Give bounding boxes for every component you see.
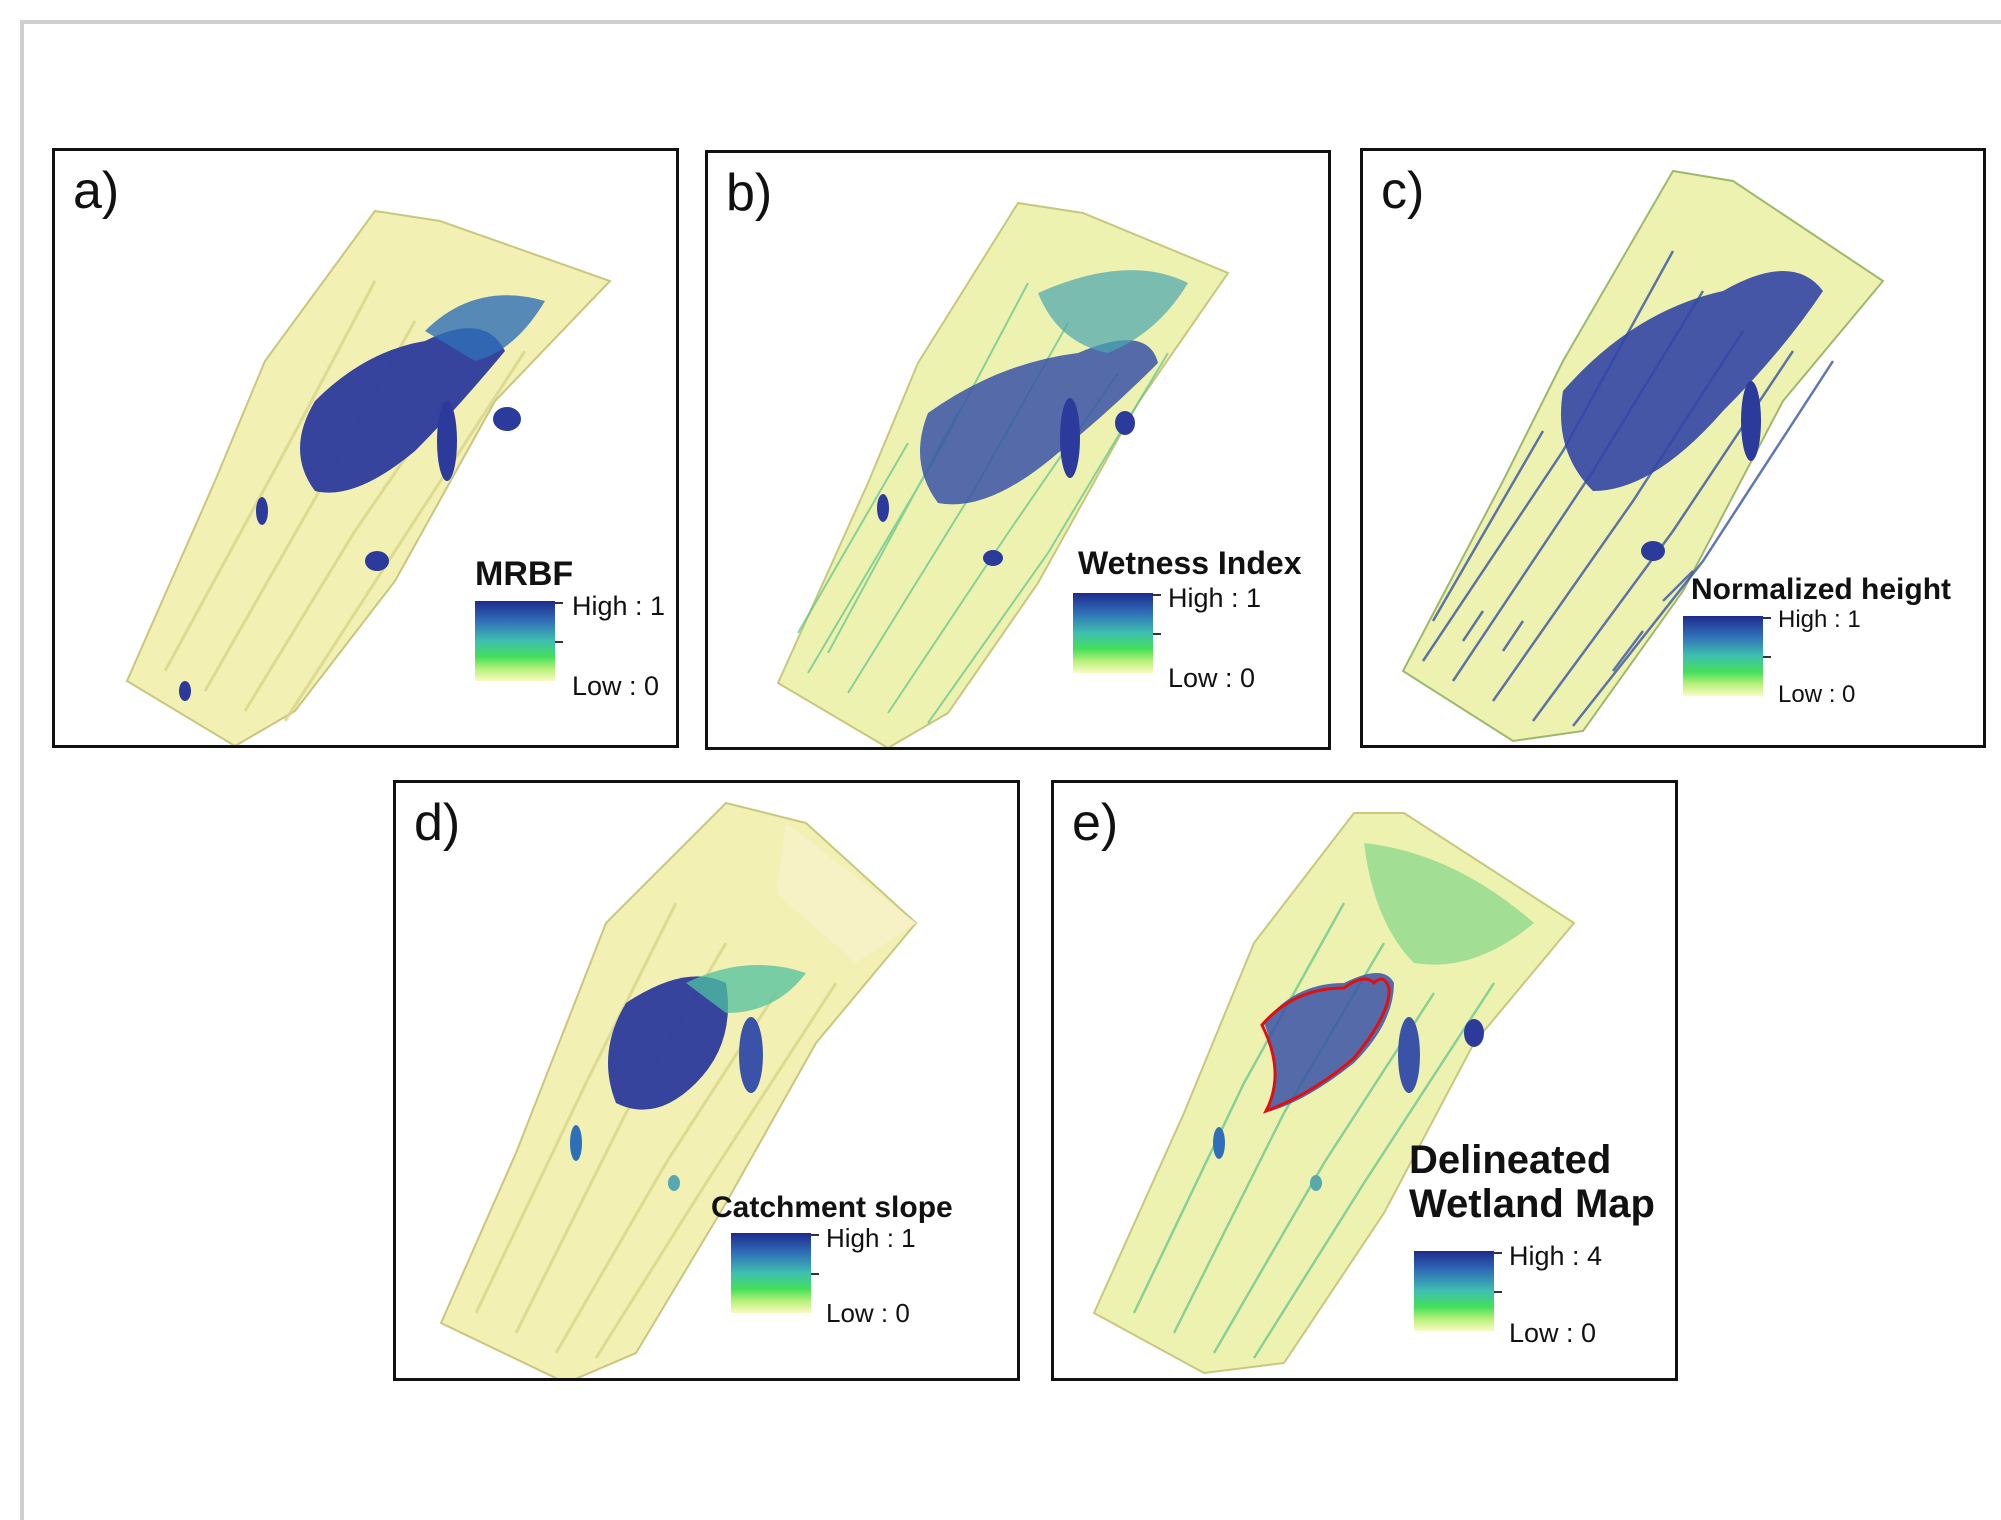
panel-a-legend-high: High : 1 — [572, 591, 666, 621]
panel-e-legend-ramp — [1414, 1251, 1494, 1331]
panel-b-map — [776, 201, 1230, 747]
panel-d-legend-title: Catchment slope — [711, 1191, 953, 1224]
panel-b-legend-low: Low : 0 — [1168, 663, 1256, 693]
panel-e-label: e) — [1072, 794, 1119, 852]
panel-b: b) Wetness Index High : 1 Low : 0 — [705, 150, 1331, 750]
panel-c-legend-title: Normalized height — [1691, 573, 1952, 606]
panel-b-legend-high: High : 1 — [1168, 583, 1262, 613]
panel-e-legend-tick-mid — [1494, 1291, 1502, 1293]
panel-b-legend-ramp — [1073, 593, 1153, 673]
panel-e-legend-tick-high — [1494, 1252, 1502, 1254]
panel-e: e) Delineated Wetland Map High : 4 Low :… — [1051, 780, 1678, 1381]
panel-d-legend-tick-high — [811, 1234, 819, 1236]
panel-d-legend-high: High : 1 — [826, 1223, 916, 1253]
panel-d-legend-tick-mid — [811, 1273, 819, 1275]
panel-d-legend-ramp — [731, 1233, 811, 1313]
panel-a-legend-ramp — [475, 601, 555, 681]
panel-c-legend-tick-mid — [1763, 656, 1771, 658]
panel-e-map — [1092, 812, 1576, 1375]
panel-b-label: b) — [726, 164, 773, 222]
panel-a-legend-tick-mid — [555, 641, 563, 643]
panel-a-legend-low: Low : 0 — [572, 671, 660, 701]
panel-e-legend-title: Delineated Wetland Map — [1409, 1138, 1655, 1226]
panel-d-legend-low: Low : 0 — [826, 1298, 910, 1328]
figure-frame — [20, 20, 2001, 1520]
panel-c-map — [1401, 169, 1885, 743]
panel-c: c) Normalized height High : 1 Low : 0 — [1360, 148, 1986, 748]
panel-a-label: a) — [73, 162, 120, 220]
panel-b-legend-tick-mid — [1153, 633, 1161, 635]
panel-e-legend-low: Low : 0 — [1509, 1318, 1597, 1348]
panel-a-legend-tick-high — [555, 602, 563, 604]
panel-b-legend-tick-high — [1153, 594, 1161, 596]
panel-c-legend-ramp — [1683, 616, 1763, 696]
panel-d-label: d) — [414, 794, 461, 852]
panel-b-legend-title: Wetness Index — [1078, 545, 1302, 581]
panel-d: d) Catchment slope High : 1 Low : 0 — [393, 780, 1020, 1381]
panel-c-label: c) — [1381, 162, 1425, 220]
panel-c-legend-high: High : 1 — [1778, 606, 1861, 633]
panel-a-map — [125, 209, 612, 745]
panel-a-legend-title: MRBF — [475, 555, 574, 593]
panel-c-legend-tick-high — [1763, 617, 1771, 619]
panel-e-legend-high: High : 4 — [1509, 1241, 1603, 1271]
panel-d-map — [439, 801, 918, 1378]
panel-c-legend-low: Low : 0 — [1778, 681, 1856, 708]
panel-a: a) MRBF High : 1 Low : 0 — [52, 148, 679, 748]
